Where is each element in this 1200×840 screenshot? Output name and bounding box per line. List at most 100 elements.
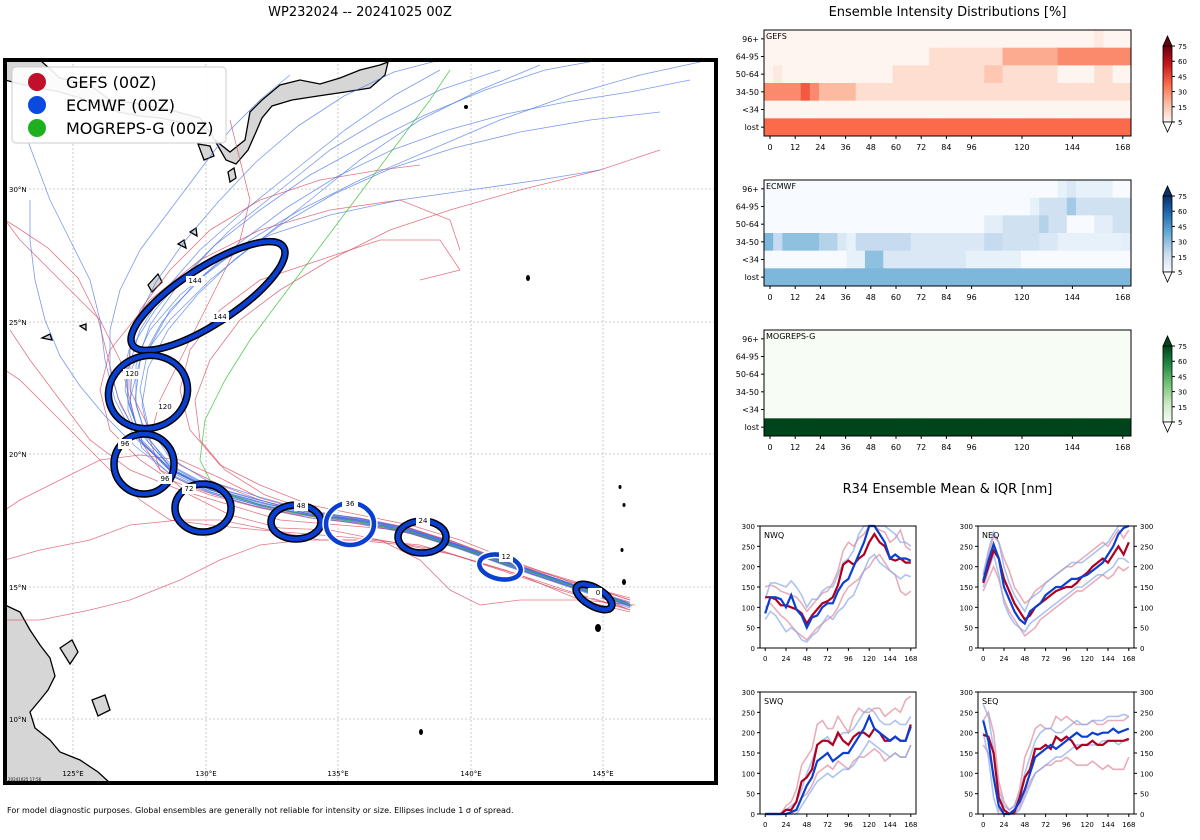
heatmap-cell bbox=[1112, 83, 1123, 102]
heatmap-cell bbox=[1103, 47, 1114, 66]
heatmap-cell bbox=[819, 233, 829, 252]
heatmap-cell bbox=[837, 197, 847, 216]
swq-panel: SWQ 0 24 48 72 96 120 144 168 0 50 100 150 200 250 300 bbox=[742, 689, 918, 829]
heatmap-cell bbox=[1011, 250, 1022, 269]
heatmap-cell bbox=[956, 215, 967, 234]
colorbar-label: 15 bbox=[1178, 104, 1187, 112]
heatmap-cell bbox=[791, 400, 802, 419]
heatmap-cell bbox=[782, 215, 792, 234]
heatmap-cell bbox=[764, 215, 774, 234]
heatmap-cell bbox=[1030, 268, 1040, 287]
heatmap-cell bbox=[828, 65, 838, 84]
heatmap-cell bbox=[965, 233, 976, 252]
heatmap-cell bbox=[764, 365, 774, 384]
heatmap-cell bbox=[1094, 365, 1104, 384]
colorbar-extend-top bbox=[1162, 185, 1173, 197]
r34-line bbox=[764, 525, 912, 610]
heatmap-cell bbox=[773, 400, 783, 419]
r34-line bbox=[982, 564, 1130, 637]
heatmap-cell bbox=[910, 233, 921, 252]
heatmap-cell bbox=[837, 83, 847, 102]
heatmap-cell bbox=[764, 268, 774, 287]
r34-ylabel: 200 bbox=[1140, 564, 1153, 572]
heatmap-cell bbox=[773, 418, 783, 437]
heatmap-cell bbox=[1057, 83, 1068, 102]
heatmap-cell bbox=[929, 400, 939, 419]
r34-xlabel: 96 bbox=[844, 655, 853, 663]
r34-ylabel: 250 bbox=[960, 543, 973, 551]
heatmap-xlabel: 36 bbox=[841, 293, 851, 302]
heatmap-cell bbox=[965, 47, 976, 66]
r34-ylabel: 250 bbox=[960, 709, 973, 717]
heatmap-cell bbox=[855, 180, 866, 199]
r34-line bbox=[764, 553, 912, 642]
r34-line bbox=[764, 524, 912, 631]
heatmap-cell bbox=[947, 30, 958, 49]
heatmap-cell bbox=[864, 100, 875, 119]
heatmap-cell bbox=[837, 180, 847, 199]
heatmap-cell bbox=[855, 30, 866, 49]
heatmap-cell bbox=[1112, 47, 1123, 66]
heatmap-cell bbox=[965, 268, 976, 287]
heatmap-cell bbox=[947, 197, 958, 216]
heatmap-cell bbox=[874, 347, 884, 366]
heatmap-cell bbox=[1112, 215, 1123, 234]
lat-label: 15°N bbox=[9, 584, 27, 592]
heatmap-cell bbox=[1103, 400, 1114, 419]
colorbar bbox=[1162, 45, 1173, 123]
heatmap-cell bbox=[855, 330, 866, 349]
heatmap-cell bbox=[828, 233, 838, 252]
heatmap-cell bbox=[800, 100, 811, 119]
heatmap-cell bbox=[892, 330, 903, 349]
heatmap-cell bbox=[846, 400, 857, 419]
heatmap-cell bbox=[938, 418, 948, 437]
heatmap-cell bbox=[864, 47, 875, 66]
heatmap-cell bbox=[1020, 233, 1031, 252]
heatmap-xlabel: 72 bbox=[916, 293, 926, 302]
r34-ylabel: 50 bbox=[1140, 791, 1149, 799]
heatmap-ylabel: 34-50 bbox=[736, 238, 759, 247]
heatmap-cell bbox=[947, 83, 958, 102]
heatmap-cell bbox=[855, 347, 866, 366]
r34-xlabel: 24 bbox=[1000, 821, 1009, 829]
heatmap-cell bbox=[837, 268, 847, 287]
heatmap-cell bbox=[1020, 180, 1031, 199]
heatmap-cell bbox=[773, 197, 783, 216]
colorbar bbox=[1162, 195, 1173, 273]
heatmap-cell bbox=[1039, 400, 1049, 419]
heatmap-cell bbox=[956, 347, 967, 366]
r34-line bbox=[764, 553, 912, 643]
heatmap-cell bbox=[910, 215, 921, 234]
r34-ylabel: 200 bbox=[960, 730, 973, 738]
colorbar-extend-top bbox=[1162, 35, 1173, 47]
heatmap-cell bbox=[1066, 215, 1077, 234]
heatmap-cell bbox=[883, 118, 893, 137]
heatmap-cell bbox=[782, 197, 792, 216]
heatmap-cell bbox=[809, 347, 820, 366]
heatmap-cell bbox=[837, 118, 847, 137]
heatmap-cell bbox=[1002, 215, 1013, 234]
heatmap-cell bbox=[1039, 83, 1049, 102]
heatmap-cell bbox=[1057, 47, 1068, 66]
heatmap-cell bbox=[828, 250, 838, 269]
heatmap-cell bbox=[1094, 250, 1104, 269]
heatmap-cell bbox=[929, 100, 939, 119]
heatmap-cell bbox=[901, 197, 912, 216]
heatmap-cell bbox=[1103, 30, 1114, 49]
r34-ylabel: 150 bbox=[960, 750, 973, 758]
heatmap-cell bbox=[919, 233, 930, 252]
heatmap-cell bbox=[864, 347, 875, 366]
heatmap-cell bbox=[1075, 83, 1086, 102]
r34-xlabel: 144 bbox=[1101, 821, 1115, 829]
heatmap-cell bbox=[984, 30, 994, 49]
heatmap-cell bbox=[1057, 180, 1068, 199]
heatmap-cell bbox=[956, 365, 967, 384]
heatmap-cell bbox=[1048, 330, 1058, 349]
heatmap-cell bbox=[819, 268, 829, 287]
heatmap-xlabel: 96 bbox=[967, 443, 977, 452]
heatmap-cell bbox=[846, 118, 857, 137]
heatmap-cell bbox=[929, 215, 939, 234]
heatmap-cell bbox=[956, 418, 967, 437]
heatmap-ylabel: <34 bbox=[742, 406, 759, 415]
heatmap-cell bbox=[773, 383, 783, 402]
